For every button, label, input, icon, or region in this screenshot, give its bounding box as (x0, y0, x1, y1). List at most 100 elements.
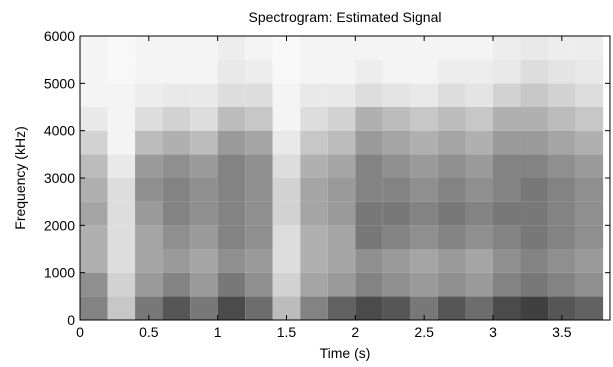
spectrogram-cell (272, 107, 301, 131)
spectrogram-cell (437, 59, 466, 84)
spectrogram-cell (382, 272, 411, 297)
spectrogram-cell (548, 36, 576, 60)
spectrogram-cell (355, 130, 383, 155)
spectrogram-cell (575, 83, 604, 107)
spectrogram-cell (190, 130, 218, 155)
spectrogram-cell (217, 296, 246, 320)
spectrogram-cell (135, 154, 163, 178)
spectrogram-cell (355, 36, 383, 60)
spectrogram-cell (520, 130, 549, 155)
spectrogram-cell (327, 107, 356, 131)
spectrogram-cell (382, 83, 411, 107)
spectrogram-cell (135, 201, 163, 226)
spectrogram-cell (162, 296, 191, 320)
spectrogram-cell (300, 107, 328, 131)
spectrogram-cell (327, 154, 356, 178)
spectrogram-cell (465, 154, 493, 178)
spectrogram-cell (382, 107, 411, 131)
spectrogram-cell (327, 249, 356, 273)
spectrogram-cell (492, 296, 521, 320)
spectrogram-cell (410, 225, 438, 249)
spectrogram-cell (107, 201, 136, 226)
spectrogram-cell (355, 83, 383, 107)
spectrogram-cell (217, 59, 246, 84)
spectrogram-cell (135, 225, 163, 249)
spectrogram-cell (410, 154, 438, 178)
spectrogram-cell (272, 296, 301, 320)
spectrogram-cell (575, 130, 604, 155)
spectrogram-cell (327, 83, 356, 107)
spectrogram-cell (382, 36, 411, 60)
spectrogram-cell (548, 107, 576, 131)
spectrogram-cell (217, 36, 246, 60)
spectrogram-cell (437, 154, 466, 178)
spectrogram-cell (107, 296, 136, 320)
x-tick-label: 0 (76, 324, 84, 340)
spectrogram-cell (162, 201, 191, 226)
spectrogram-cell (465, 272, 493, 297)
y-tick-label: 1000 (44, 265, 75, 281)
x-axis-label: Time (s) (320, 345, 371, 361)
spectrogram-cell (520, 178, 549, 202)
spectrogram-cell (107, 130, 136, 155)
x-tick-label: 2.5 (414, 324, 434, 340)
spectrogram-cell (272, 249, 301, 273)
spectrogram-cell (575, 296, 604, 320)
spectrogram-cell (382, 178, 411, 202)
spectrogram-cell (190, 249, 218, 273)
spectrogram-cell (492, 178, 521, 202)
spectrogram-cell (410, 59, 438, 84)
y-tick-label: 2000 (44, 217, 75, 233)
spectrogram-cell (548, 178, 576, 202)
spectrogram-cell (492, 36, 521, 60)
spectrogram-cell (107, 154, 136, 178)
spectrogram-cell (190, 59, 218, 84)
spectrogram-cell (382, 201, 411, 226)
spectrogram-cell (548, 201, 576, 226)
spectrogram-cell (492, 249, 521, 273)
spectrogram-cell (327, 130, 356, 155)
spectrogram-cell (162, 154, 191, 178)
spectrogram-cell (548, 83, 576, 107)
spectrogram-cell (217, 249, 246, 273)
spectrogram-cell (327, 225, 356, 249)
spectrogram-cell (162, 59, 191, 84)
plot-area (79, 35, 611, 321)
spectrogram-cell (575, 36, 604, 60)
spectrogram-cell (162, 249, 191, 273)
spectrogram-cell (465, 178, 493, 202)
spectrogram-cell (548, 225, 576, 249)
spectrogram-cell (410, 130, 438, 155)
spectrogram-cell (437, 296, 466, 320)
spectrogram-cell (135, 36, 163, 60)
spectrogram-cell (382, 296, 411, 320)
spectrogram-cell (300, 130, 328, 155)
spectrogram-cell (327, 272, 356, 297)
spectrogram-cell (107, 178, 136, 202)
spectrogram-cell (465, 225, 493, 249)
spectrogram-cell (80, 178, 108, 202)
spectrogram-cell (520, 83, 549, 107)
spectrogram-cell (190, 296, 218, 320)
spectrogram-cell (245, 249, 273, 273)
spectrogram-cell (520, 201, 549, 226)
spectrogram-cell (410, 296, 438, 320)
spectrogram-cell (190, 154, 218, 178)
spectrogram-cell (80, 225, 108, 249)
spectrogram-cell (437, 178, 466, 202)
y-axis-label: Frequency (kHz) (12, 126, 28, 229)
spectrogram-cell (492, 201, 521, 226)
spectrogram-cell (382, 249, 411, 273)
spectrogram-cell (300, 225, 328, 249)
spectrogram-cell (327, 59, 356, 84)
spectrogram-cell (437, 83, 466, 107)
x-tick-label: 1.5 (277, 324, 297, 340)
spectrogram-cell (492, 154, 521, 178)
spectrogram-cell (548, 130, 576, 155)
spectrogram-cell (272, 130, 301, 155)
spectrogram-cell (272, 178, 301, 202)
spectrogram-cell (217, 154, 246, 178)
spectrogram-cell (382, 59, 411, 84)
spectrogram-cell (520, 272, 549, 297)
spectrogram-cell (492, 272, 521, 297)
